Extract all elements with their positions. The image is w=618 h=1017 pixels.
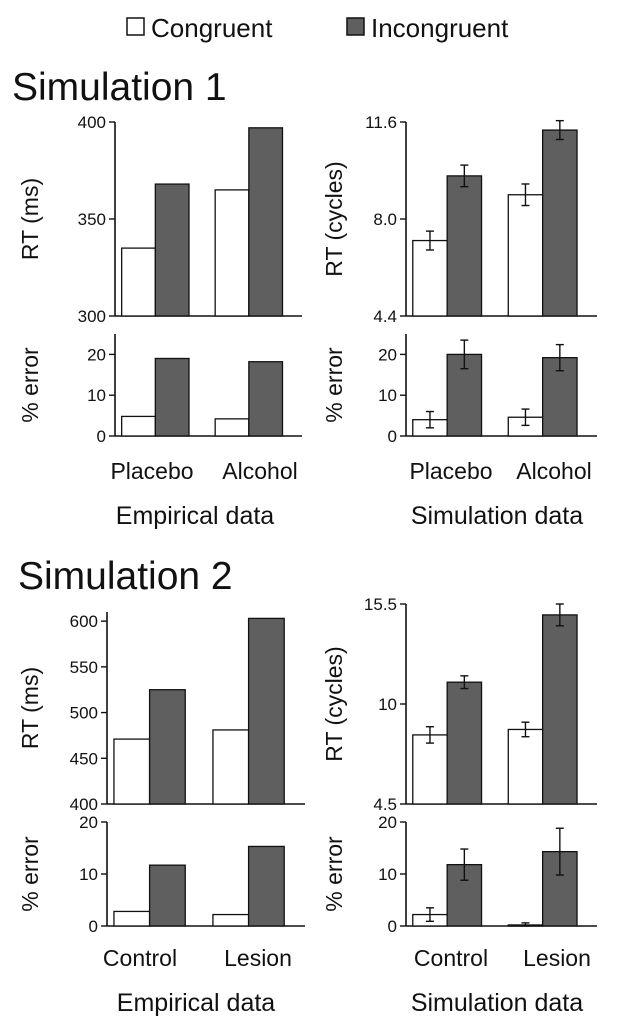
bar-incongruent-control (148, 689, 186, 805)
x-tick-label: Control (103, 945, 177, 971)
y-tick-label: 10 (79, 865, 98, 884)
x-tick-label: Alcohol (516, 458, 591, 484)
bar-incongruent-lesion (247, 845, 285, 927)
bar-incongruent-alcohol (248, 127, 284, 317)
y-tick-label: 0 (89, 917, 98, 936)
y-tick-label: 10 (378, 865, 397, 884)
legend: Congruent Incongruent (126, 13, 509, 43)
panel-6: 0 10 20 % error Control Lesion (17, 813, 305, 971)
y-tick-label: 0 (388, 427, 397, 446)
x-tick-label: Control (414, 945, 488, 971)
bar-incongruent-placebo (154, 183, 190, 317)
section-title-2: Simulation 2 (18, 555, 233, 598)
y-tick-label: 20 (378, 813, 397, 832)
y-tick-label: 400 (70, 795, 98, 814)
y-tick-label: 11.6 (365, 113, 397, 132)
x-tick-label: Placebo (110, 458, 193, 484)
caption-simulation-1: Simulation data (411, 502, 583, 530)
y-axis-label: RT (cycles) (321, 161, 347, 276)
bar-congruent-alcohol (214, 418, 250, 437)
panel-1: 300 350 400 RT (ms) (17, 113, 302, 326)
bar-congruent-lesion (212, 729, 250, 805)
panel-4: 0 10 20 % error Placebo Alcohol (321, 334, 597, 484)
y-axis-label: % error (17, 836, 43, 912)
y-tick-label: 15.5 (364, 595, 397, 614)
bar-congruent-alcohol (507, 194, 544, 317)
y-axis-label: % error (17, 347, 43, 423)
y-axis-label: RT (cycles) (321, 646, 347, 761)
bar-congruent-control (113, 910, 151, 927)
x-tick-label: Lesion (523, 945, 591, 971)
bar-incongruent-control (446, 681, 483, 805)
bar-congruent-lesion (212, 913, 250, 927)
legend-label-incongruent: Incongruent (371, 13, 509, 43)
captions: Empirical data Simulation data Empirical… (116, 502, 583, 1017)
bar-incongruent-placebo (446, 175, 483, 317)
y-axis-label: % error (321, 836, 347, 912)
y-tick-label: 450 (70, 749, 98, 768)
y-tick-label: 0 (97, 427, 106, 446)
bar-congruent-placebo (412, 239, 448, 317)
y-tick-label: 550 (70, 658, 98, 677)
y-tick-label: 8.0 (373, 210, 397, 229)
bar-incongruent-placebo (154, 357, 190, 437)
y-tick-label: 4.4 (373, 307, 397, 326)
y-axis-label: RT (ms) (17, 178, 43, 260)
x-tick-label: Alcohol (222, 458, 297, 484)
legend-label-congruent: Congruent (151, 13, 273, 43)
y-tick-label: 20 (378, 345, 397, 364)
bar-congruent-control (412, 734, 448, 805)
legend-swatch-congruent (126, 17, 145, 36)
y-axis-label: % error (321, 347, 347, 423)
y-tick-label: 10 (87, 386, 106, 405)
caption-empirical-2: Empirical data (117, 989, 275, 1017)
bar-incongruent-control (148, 864, 186, 927)
section-title-1: Simulation 1 (12, 66, 227, 109)
y-tick-label: 400 (78, 113, 106, 132)
bar-incongruent-alcohol (542, 129, 578, 317)
bar-incongruent-lesion (247, 617, 285, 805)
y-tick-label: 0 (388, 917, 397, 936)
y-tick-label: 300 (78, 307, 106, 326)
y-tick-label: 20 (87, 345, 106, 364)
y-tick-label: 20 (79, 813, 98, 832)
y-tick-label: 4.5 (373, 795, 397, 814)
y-tick-label: 600 (70, 612, 98, 631)
y-tick-label: 500 (70, 704, 98, 723)
bar-congruent-placebo (121, 247, 156, 317)
panel-2: 0 10 20 % error Placebo Alcohol (17, 334, 302, 484)
y-tick-label: 10 (378, 386, 397, 405)
bar-incongruent-lesion (542, 614, 578, 805)
y-tick-label: 350 (78, 210, 106, 229)
bar-congruent-control (113, 738, 151, 805)
x-tick-label: Lesion (224, 945, 292, 971)
caption-empirical-1: Empirical data (116, 502, 274, 530)
panels: 300 350 400 RT (ms) 0 10 20 % error Placebo Alcoh… (17, 113, 597, 971)
bar-congruent-placebo (121, 415, 156, 437)
panel-3: 4.4 8.0 11.6 RT (cycles) (321, 113, 597, 326)
panel-8: 0 10 20 % error Control Lesion (321, 813, 597, 971)
legend-swatch-incongruent (346, 17, 365, 36)
bar-congruent-alcohol (214, 189, 250, 317)
panel-5: 400 450 500 550 600 RT (ms) (17, 612, 305, 814)
caption-simulation-2: Simulation data (411, 989, 583, 1017)
y-tick-label: 10 (378, 695, 397, 714)
panel-7: 4.5 10 15.5 RT (cycles) (321, 595, 597, 814)
y-axis-label: RT (ms) (17, 667, 43, 749)
bar-incongruent-alcohol (248, 361, 284, 437)
x-tick-label: Placebo (409, 458, 492, 484)
bar-congruent-lesion (507, 728, 544, 805)
